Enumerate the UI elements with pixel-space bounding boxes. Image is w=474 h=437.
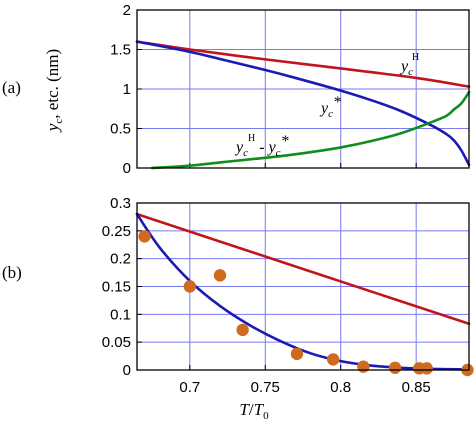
panel-b: 0 0.05 0.1 0.15 0.2 0.25 0.3 0.7 0.75 0.8 0.85 (b)… <box>2 195 474 422</box>
data-point-1 <box>183 280 197 293</box>
panel-b-ytick-label-0: 0 <box>123 362 131 379</box>
data-point-4 <box>290 347 304 361</box>
x-axis-label: T/T0 <box>239 400 269 422</box>
panel-a-series-diff-line <box>150 90 471 170</box>
panel-b-ytick-label-3: 0.15 <box>102 279 131 296</box>
data-point-7 <box>388 361 402 374</box>
panel-b-xtick-label-1: 0.75 <box>251 379 280 396</box>
panel-a-ytick-label-1: 0.5 <box>110 121 131 138</box>
panel-b-xtick-label-3: 0.85 <box>402 379 431 396</box>
panel-b-xtick-label-2: 0.8 <box>330 379 351 396</box>
data-point-3 <box>236 323 249 337</box>
panel-b-series-blue-line <box>135 212 471 371</box>
panel-a-ytick-label-2: 1 <box>123 81 131 98</box>
panel-a: 0 0.5 1 1.5 2 (a) yc, etc. (nm) ycH yc* ycH … <box>2 2 471 177</box>
panel-a-ytick-label-3: 1.5 <box>110 42 131 59</box>
panel-a-label: (a) <box>2 78 21 97</box>
annotation-yc-h-minus-yc-star: ycH - yc* <box>234 133 289 159</box>
panel-b-series-red-line <box>135 212 471 326</box>
panel-a-series <box>135 40 471 170</box>
panel-b-ytick-label-1: 0.05 <box>102 334 131 351</box>
panel-a-frame <box>136 9 470 169</box>
panel-a-ticks: 0 0.5 1 1.5 2 <box>110 2 417 177</box>
data-point-0 <box>138 230 151 243</box>
panel-a-y-axis-label: yc, etc. (nm) <box>43 49 65 133</box>
panel-b-ytick-label-6: 0.3 <box>110 195 131 212</box>
data-point-5 <box>326 353 340 366</box>
panel-b-ytick-label-5: 0.25 <box>102 223 131 240</box>
annotation-yc-h: ycH <box>399 52 419 78</box>
panel-b-ticks: 0 0.05 0.1 0.15 0.2 0.25 0.3 0.7 0.75 0.8 0.85 <box>102 195 431 396</box>
data-point-2 <box>213 269 227 282</box>
panel-b-ytick-label-2: 0.1 <box>110 306 131 323</box>
annotation-yc-star: yc* <box>319 94 341 120</box>
panel-b-frame <box>136 202 470 371</box>
panel-b-label: (b) <box>2 263 22 282</box>
data-point-9 <box>420 362 433 375</box>
panel-a-series-yH-line <box>135 40 471 88</box>
panel-a-ytick-label-0: 0 <box>123 160 131 177</box>
panel-a-series-ystar-line <box>135 40 471 167</box>
panel-b-xtick-label-0: 0.7 <box>179 379 200 396</box>
panel-b-series <box>135 212 474 377</box>
panel-a-grid <box>137 10 469 168</box>
data-point-6 <box>357 360 370 373</box>
panel-a-ytick-label-4: 2 <box>123 2 131 19</box>
panel-b-ytick-label-4: 0.2 <box>110 251 131 268</box>
